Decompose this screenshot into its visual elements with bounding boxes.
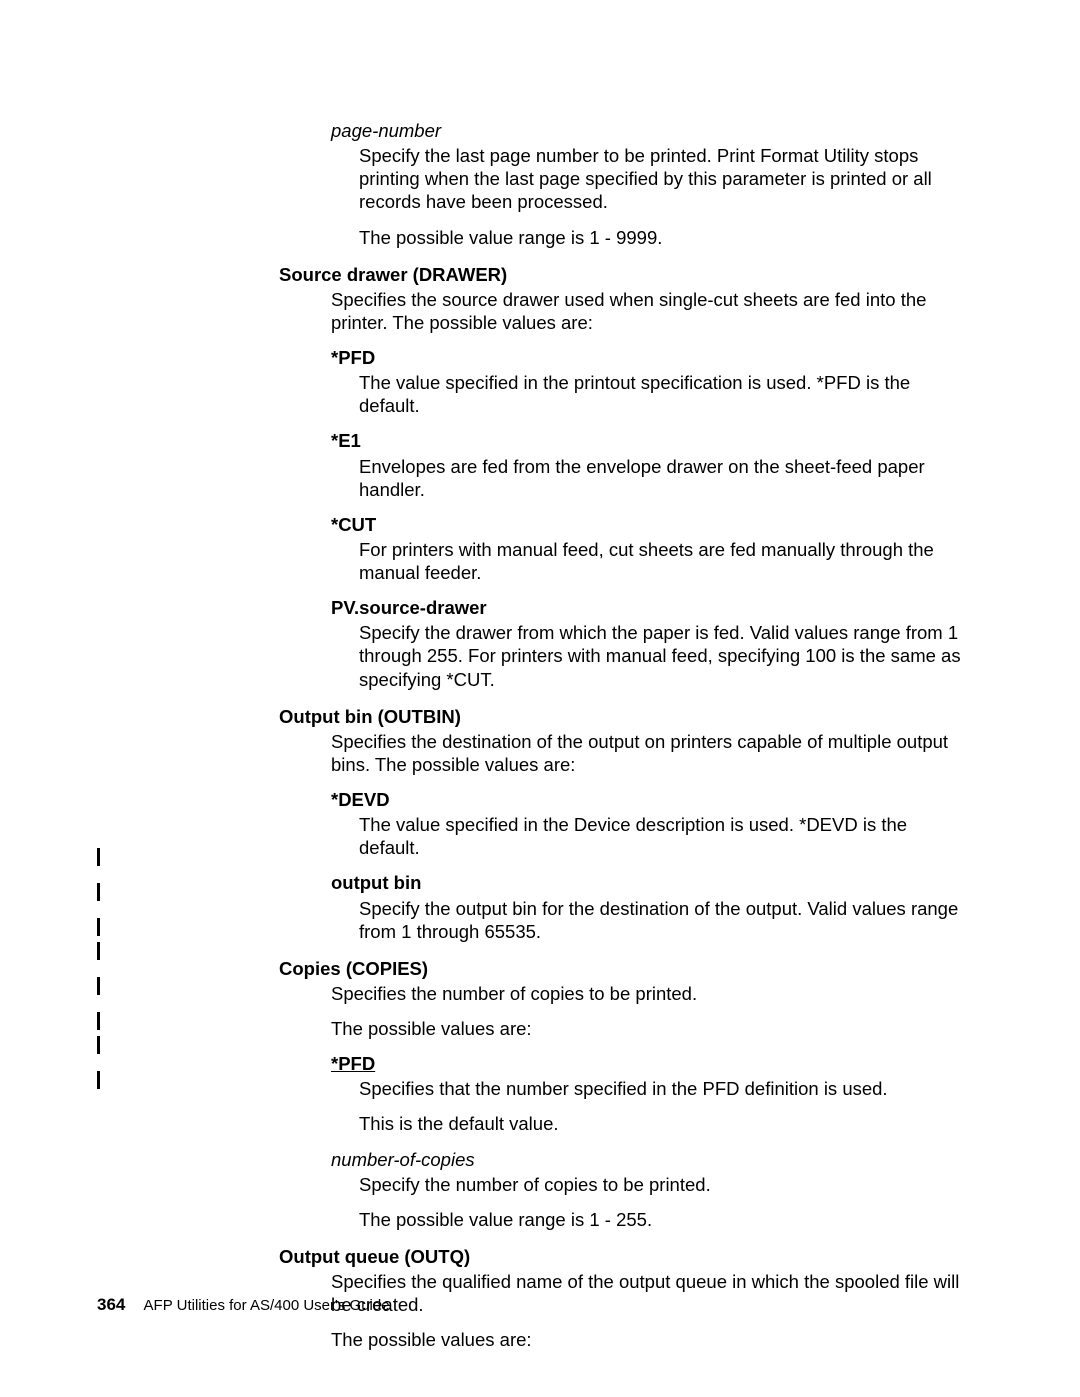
desc-outbin: Specifies the destination of the output … (331, 730, 969, 776)
term-e1: *E1 (331, 429, 969, 452)
change-bar (97, 848, 100, 866)
heading-outbin: Output bin (OUTBIN) (279, 705, 969, 728)
desc-noc-1: Specify the number of copies to be print… (359, 1173, 969, 1196)
desc-copies-pfd-1: Specifies that the number specified in t… (359, 1077, 969, 1100)
change-bar (97, 1071, 100, 1089)
term-cut: *CUT (331, 513, 969, 536)
change-bar (97, 1036, 100, 1054)
desc-devd: The value specified in the Device descri… (359, 813, 969, 859)
desc-outq-1: Specifies the qualified name of the outp… (331, 1270, 969, 1316)
footer-page-number: 364 (97, 1295, 125, 1314)
term-output-bin: output bin (331, 871, 969, 894)
desc-pv: Specify the drawer from which the paper … (359, 621, 969, 690)
desc-output-bin: Specify the output bin for the destinati… (359, 897, 969, 943)
desc-e1: Envelopes are fed from the envelope draw… (359, 455, 969, 501)
term-pv: PV.source-drawer (331, 596, 969, 619)
desc-noc-2: The possible value range is 1 - 255. (359, 1208, 969, 1231)
term-number-of-copies: number-of-copies (331, 1148, 969, 1171)
desc-cut: For printers with manual feed, cut sheet… (359, 538, 969, 584)
term-copies-pfd: *PFD (331, 1052, 969, 1075)
term-devd: *DEVD (331, 788, 969, 811)
desc-drawer: Specifies the source drawer used when si… (331, 288, 969, 334)
footer-doc-title: AFP Utilities for AS/400 User's Guide (144, 1297, 390, 1314)
heading-outq: Output queue (OUTQ) (279, 1245, 969, 1268)
desc-copies-1: Specifies the number of copies to be pri… (331, 982, 969, 1005)
desc-page-number-1: Specify the last page number to be print… (359, 144, 969, 213)
heading-copies: Copies (COPIES) (279, 957, 969, 980)
page-footer: 364 AFP Utilities for AS/400 User's Guid… (97, 1295, 390, 1315)
desc-copies-pfd-2: This is the default value. (359, 1112, 969, 1135)
desc-pfd: The value specified in the printout spec… (359, 371, 969, 417)
term-pfd: *PFD (331, 346, 969, 369)
desc-page-number-2: The possible value range is 1 - 9999. (359, 226, 969, 249)
body-content: page-number Specify the last page number… (279, 119, 969, 1351)
change-bar (97, 918, 100, 936)
desc-outq-2: The possible values are: (331, 1328, 969, 1351)
desc-copies-2: The possible values are: (331, 1017, 969, 1040)
heading-drawer: Source drawer (DRAWER) (279, 263, 969, 286)
change-bar (97, 883, 100, 901)
document-page: page-number Specify the last page number… (0, 0, 1080, 1397)
change-bar (97, 942, 100, 960)
change-bar (97, 977, 100, 995)
term-page-number: page-number (331, 119, 969, 142)
change-bar (97, 1012, 100, 1030)
